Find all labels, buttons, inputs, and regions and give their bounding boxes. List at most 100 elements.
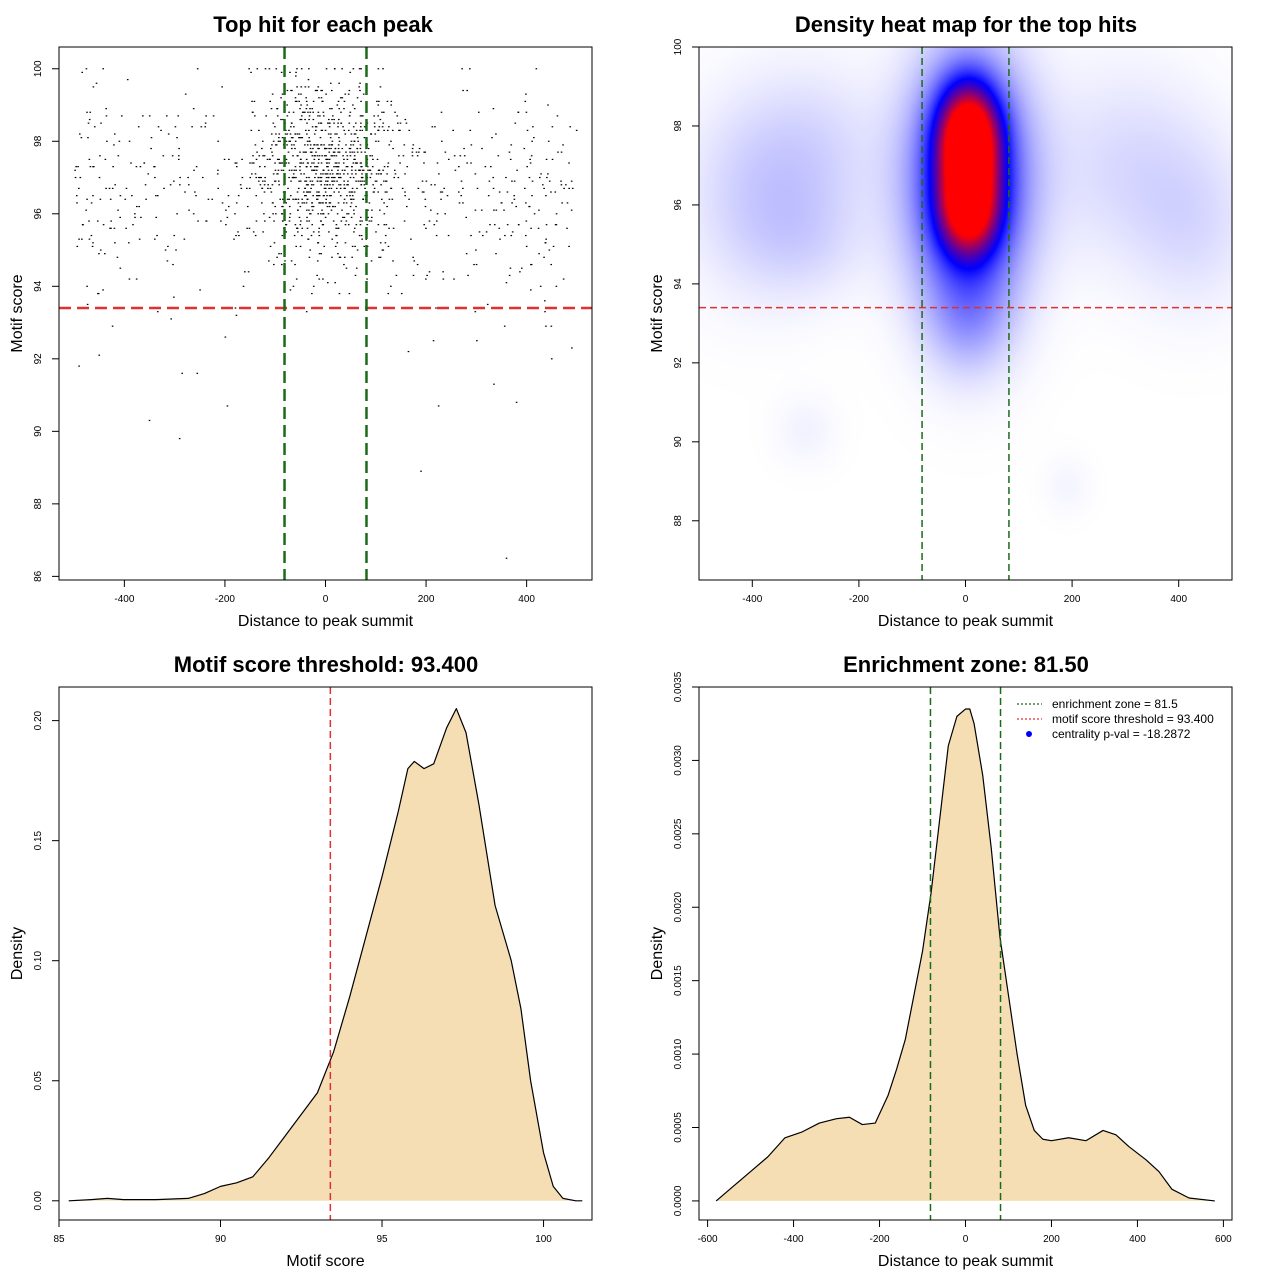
- scatter-point: [293, 169, 296, 171]
- scatter-point: [302, 191, 305, 193]
- scatter-point: [352, 104, 354, 106]
- scatter-point: [288, 198, 291, 200]
- scatter-point: [370, 173, 373, 175]
- scatter-point: [328, 122, 331, 124]
- scatter-point: [546, 176, 548, 179]
- scatter-point: [321, 129, 324, 131]
- scatter-point: [308, 140, 311, 142]
- scatter-point: [487, 195, 490, 197]
- scatter-point: [80, 137, 83, 139]
- scatter-point: [109, 198, 112, 200]
- scatter-point: [513, 195, 516, 197]
- scatter-point: [337, 169, 339, 171]
- scatter-point: [317, 195, 320, 197]
- scatter-point: [78, 133, 81, 135]
- scatter-point: [335, 234, 338, 237]
- scatter-point: [354, 162, 357, 164]
- scatter-point: [386, 173, 388, 175]
- plot-frame: [698, 46, 1233, 581]
- scatter-point: [340, 220, 343, 222]
- scatter-point: [403, 220, 406, 222]
- scatter-point: [331, 108, 333, 110]
- scatter-point: [390, 100, 393, 102]
- scatter-point: [543, 256, 545, 258]
- scatter-point: [349, 176, 352, 179]
- scatter-point: [322, 278, 324, 280]
- scatter-point: [92, 195, 94, 197]
- scatter-point: [525, 220, 528, 222]
- scatter-point: [516, 169, 518, 171]
- scatter-point: [148, 115, 151, 117]
- scatter-point: [421, 191, 424, 193]
- scatter-point: [259, 184, 262, 186]
- scatter-point: [279, 198, 282, 200]
- scatter-point: [324, 129, 327, 131]
- scatter-point: [312, 147, 314, 150]
- scatter-point: [270, 191, 273, 193]
- scatter-point: [508, 274, 511, 277]
- y-tick-label: 0.0030: [673, 745, 684, 776]
- scatter-point: [178, 147, 180, 150]
- scatter-point: [346, 158, 349, 161]
- density-curve: [68, 708, 583, 1202]
- y-axis-label: Motif score: [9, 274, 26, 352]
- scatter-point: [181, 372, 183, 374]
- scatter-point: [153, 166, 156, 168]
- scatter-point: [363, 126, 366, 128]
- scatter-point: [291, 169, 293, 171]
- scatter-point: [363, 180, 365, 182]
- scatter-point: [371, 166, 374, 168]
- y-tick-label: 92: [673, 357, 684, 369]
- scatter-point: [358, 169, 361, 171]
- scatter-point: [402, 155, 405, 157]
- scatter-point: [226, 216, 229, 219]
- scatter-point: [299, 224, 302, 226]
- scatter-point: [328, 118, 330, 121]
- scatter-point: [298, 100, 300, 102]
- scatter-point: [315, 198, 318, 200]
- scatter-point: [293, 234, 296, 237]
- scatter-point: [404, 118, 407, 121]
- scatter-point: [547, 104, 549, 106]
- scatter-point: [312, 184, 315, 186]
- scatter-point: [301, 234, 303, 237]
- scatter-point: [407, 350, 410, 353]
- scatter-point: [261, 202, 263, 204]
- scatter-point: [388, 227, 390, 229]
- scatter-point: [352, 176, 355, 179]
- scatter-point: [145, 198, 147, 200]
- scatter-point: [360, 68, 362, 70]
- scatter-point: [290, 260, 293, 262]
- scatter-point: [328, 144, 330, 146]
- scatter-point: [360, 151, 363, 153]
- y-tick-label: 0.0035: [673, 671, 684, 702]
- scatter-point: [346, 213, 348, 215]
- scatter-point: [251, 162, 253, 164]
- scatter-point: [138, 205, 140, 208]
- scatter-point: [278, 253, 280, 255]
- heatmap-title: Density heat map for the top hits: [795, 12, 1137, 37]
- scatter-point: [548, 249, 551, 251]
- scatter-point: [238, 234, 240, 237]
- scatter-point: [262, 231, 264, 233]
- scatter-point: [359, 169, 361, 171]
- scatter-point: [305, 158, 308, 161]
- scatter-point: [330, 144, 332, 146]
- scatter-point: [474, 173, 477, 175]
- scatter-point: [139, 166, 142, 168]
- scatter-point: [329, 173, 332, 175]
- scatter-point: [481, 147, 483, 150]
- scatter-point: [381, 111, 383, 113]
- scatter-point: [535, 68, 538, 70]
- x-tick-label: -200: [849, 594, 869, 605]
- scatter-point: [303, 195, 306, 197]
- scatter-point: [317, 86, 320, 88]
- scatter-point: [328, 158, 331, 161]
- scatter-point: [93, 166, 95, 168]
- scatter-point: [347, 180, 349, 182]
- scatter-point: [436, 162, 439, 164]
- scatter-point: [424, 151, 427, 153]
- scatter-point: [555, 213, 558, 215]
- scatter-point: [367, 216, 369, 219]
- scatter-point: [478, 231, 481, 233]
